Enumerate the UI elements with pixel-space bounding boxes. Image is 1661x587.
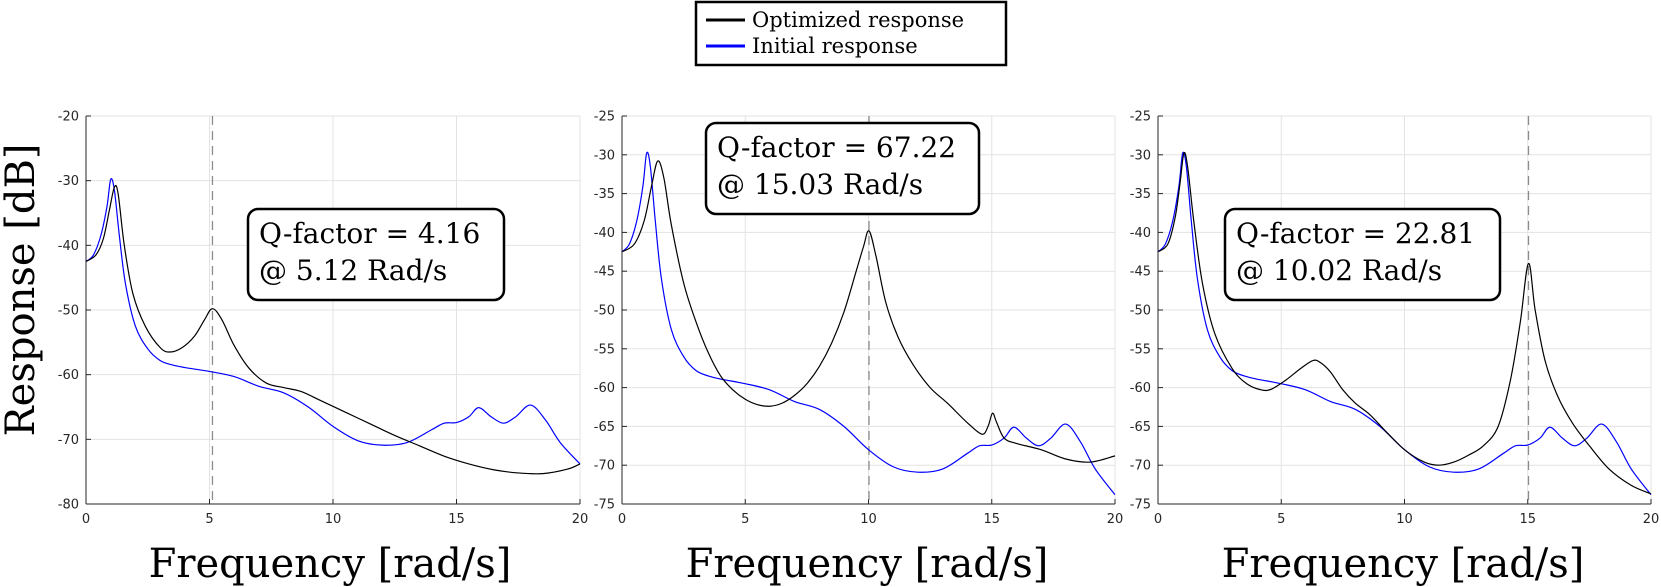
annotation-3-line-1: Q-factor = 22.81	[1236, 217, 1475, 250]
x-tick-label: 5	[1277, 512, 1285, 527]
series-line-optimized-3	[1157, 152, 1652, 495]
y-tick-label: -80	[58, 498, 79, 513]
series-line-initial-3	[1157, 151, 1652, 496]
x-axis-label-3: Frequency [rad/s]	[1222, 541, 1585, 587]
series-line-optimized-2	[621, 160, 1116, 463]
y-tick-label: -65	[1130, 420, 1151, 435]
subplot-1: 0 5 10 15 20 -80 -70 -60 -50 -40 -30 -20 Frequency …	[58, 110, 589, 587]
y-tick-label: -60	[1130, 381, 1151, 396]
legend-box	[694, 0, 1008, 67]
y-tick-label: -25	[594, 110, 615, 125]
subplot-3: 0 5 10 15 20 -75 -70 -65 -60 -55 -50 -45 -40 -35 -30 -2…	[1130, 110, 1660, 587]
x-axis-label-1: Frequency [rad/s]	[149, 541, 512, 587]
annotation-3: Q-factor = 22.81 @ 10.02 Rad/s	[1223, 207, 1502, 302]
y-tick-label: -35	[1130, 187, 1151, 202]
x-tick-label: 15	[448, 512, 465, 527]
y-tick-label: -75	[594, 498, 615, 513]
legend-label-initial: Initial response	[752, 34, 918, 58]
y-tick-label: -20	[58, 110, 79, 125]
legend: Optimized response Initial response	[694, 0, 1008, 67]
y-tick-label: -40	[594, 226, 615, 241]
x-tick-label: 20	[1643, 512, 1660, 527]
y-tick-label: -50	[1130, 304, 1151, 319]
annotation-box-3	[1223, 207, 1502, 302]
y-tick-label: -70	[58, 433, 79, 448]
x-tick-label: 10	[1396, 512, 1413, 527]
annotation-1: Q-factor = 4.16 @ 5.12 Rad/s	[246, 207, 506, 302]
y-tick-label: -35	[594, 187, 615, 202]
y-tick-label: -50	[58, 304, 79, 319]
y-axis-label: Response [dB]	[0, 144, 44, 437]
y-tick-label: -45	[1130, 265, 1151, 280]
annotation-2: Q-factor = 67.22 @ 15.03 Rad/s	[704, 121, 981, 216]
y-tick-label: -70	[1130, 459, 1151, 474]
y-tick-label: -40	[58, 239, 79, 254]
x-tick-label: 0	[1154, 512, 1162, 527]
x-tick-label: 20	[572, 512, 589, 527]
annotation-box-2	[704, 121, 981, 216]
y-tick-label: -55	[1130, 342, 1151, 357]
y-tick-label: -55	[594, 342, 615, 357]
subplot-2: 0 5 10 15 20 -75 -70 -65 -60 -55 -50 -45 -40 -35 -30 -2…	[594, 110, 1124, 587]
annotation-box-1	[246, 207, 506, 302]
annotation-3-line-2: @ 10.02 Rad/s	[1236, 254, 1442, 287]
y-tick-label: -45	[594, 265, 615, 280]
x-tick-label: 15	[1519, 512, 1536, 527]
x-tick-label: 15	[983, 512, 1000, 527]
annotation-1-line-1: Q-factor = 4.16	[259, 217, 480, 250]
x-tick-label: 0	[82, 512, 90, 527]
y-tick-label: -60	[594, 381, 615, 396]
series-line-initial-2	[621, 151, 1116, 496]
y-tick-label: -60	[58, 368, 79, 383]
y-tick-label: -75	[1130, 498, 1151, 513]
y-tick-label: -30	[594, 148, 615, 163]
y-tick-label: -70	[594, 459, 615, 474]
x-tick-label: 0	[618, 512, 626, 527]
annotation-1-line-2: @ 5.12 Rad/s	[259, 254, 447, 287]
annotation-2-line-1: Q-factor = 67.22	[717, 131, 956, 164]
y-tick-label: -50	[594, 304, 615, 319]
x-tick-label: 20	[1107, 512, 1124, 527]
x-tick-label: 5	[741, 512, 749, 527]
y-tick-label: -30	[58, 174, 79, 189]
y-tick-label: -40	[1130, 226, 1151, 241]
series-line-optimized-1	[85, 184, 581, 475]
y-tick-label: -30	[1130, 148, 1151, 163]
x-tick-label: 5	[205, 512, 213, 527]
x-tick-label: 10	[860, 512, 877, 527]
x-axis-label-2: Frequency [rad/s]	[686, 541, 1049, 587]
x-tick-label: 10	[325, 512, 342, 527]
y-tick-label: -25	[1130, 110, 1151, 125]
series-line-initial-1	[85, 178, 581, 465]
annotation-2-line-2: @ 15.03 Rad/s	[717, 168, 923, 201]
y-tick-label: -65	[594, 420, 615, 435]
legend-label-optimized: Optimized response	[752, 8, 964, 32]
